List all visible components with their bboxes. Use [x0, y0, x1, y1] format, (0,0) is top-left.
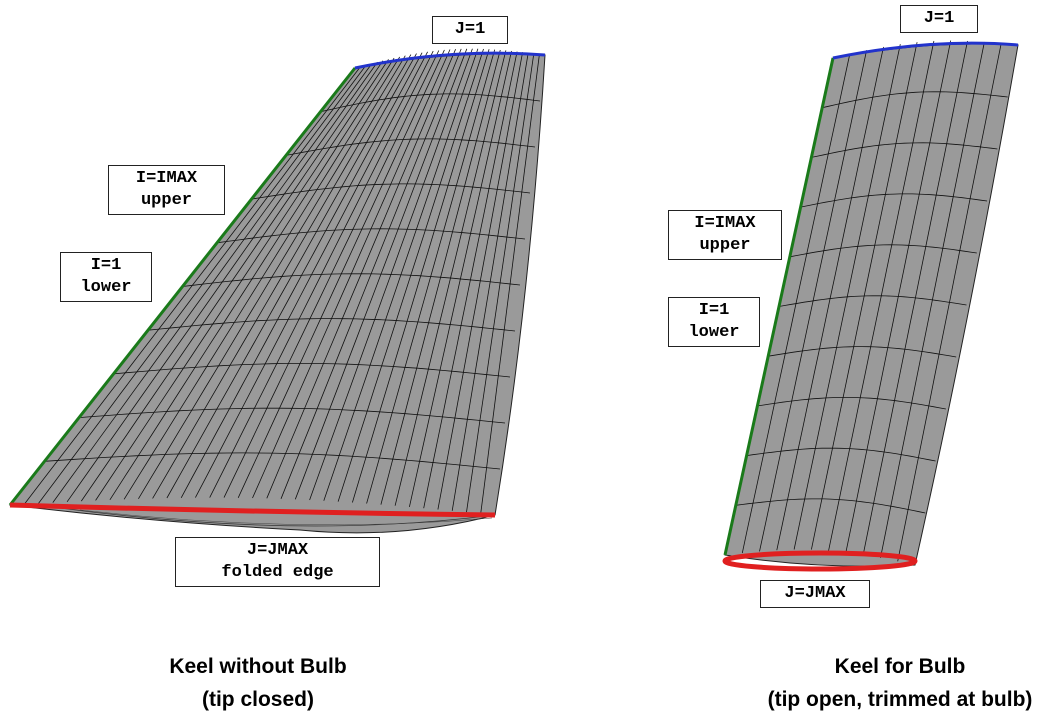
caption-line: Keel without Bulb — [58, 650, 458, 683]
label: J=JMAX — [760, 580, 870, 608]
label-text: J=1 — [437, 19, 503, 41]
label-text: J=1 — [905, 8, 973, 30]
caption-line: (tip open, trimmed at bulb) — [700, 683, 1063, 716]
caption: Keel for Bulb(tip open, trimmed at bulb) — [700, 650, 1063, 716]
drawing — [0, 0, 1063, 721]
surface — [725, 44, 1018, 566]
label-text: I=1 — [65, 255, 147, 277]
label-text: J=JMAX — [765, 583, 865, 605]
label-text: folded edge — [180, 562, 375, 584]
label-text: I=IMAX — [673, 213, 777, 235]
caption-line: (tip closed) — [58, 683, 458, 716]
label-text: J=JMAX — [180, 540, 375, 562]
label-text: lower — [673, 322, 755, 344]
label-text: upper — [113, 190, 220, 212]
label-text: lower — [65, 277, 147, 299]
label-text: I=1 — [673, 300, 755, 322]
caption: Keel without Bulb(tip closed) — [58, 650, 458, 716]
label-text: I=IMAX — [113, 168, 220, 190]
label: J=1 — [900, 5, 978, 33]
keel-for-bulb — [725, 41, 1018, 567]
figure: J=1 I=IMAXupper I=1lower J=JMAXfolded ed… — [0, 0, 1063, 721]
caption-line: Keel for Bulb — [700, 650, 1063, 683]
label-text: upper — [673, 235, 777, 257]
label: J=1 — [432, 16, 508, 44]
